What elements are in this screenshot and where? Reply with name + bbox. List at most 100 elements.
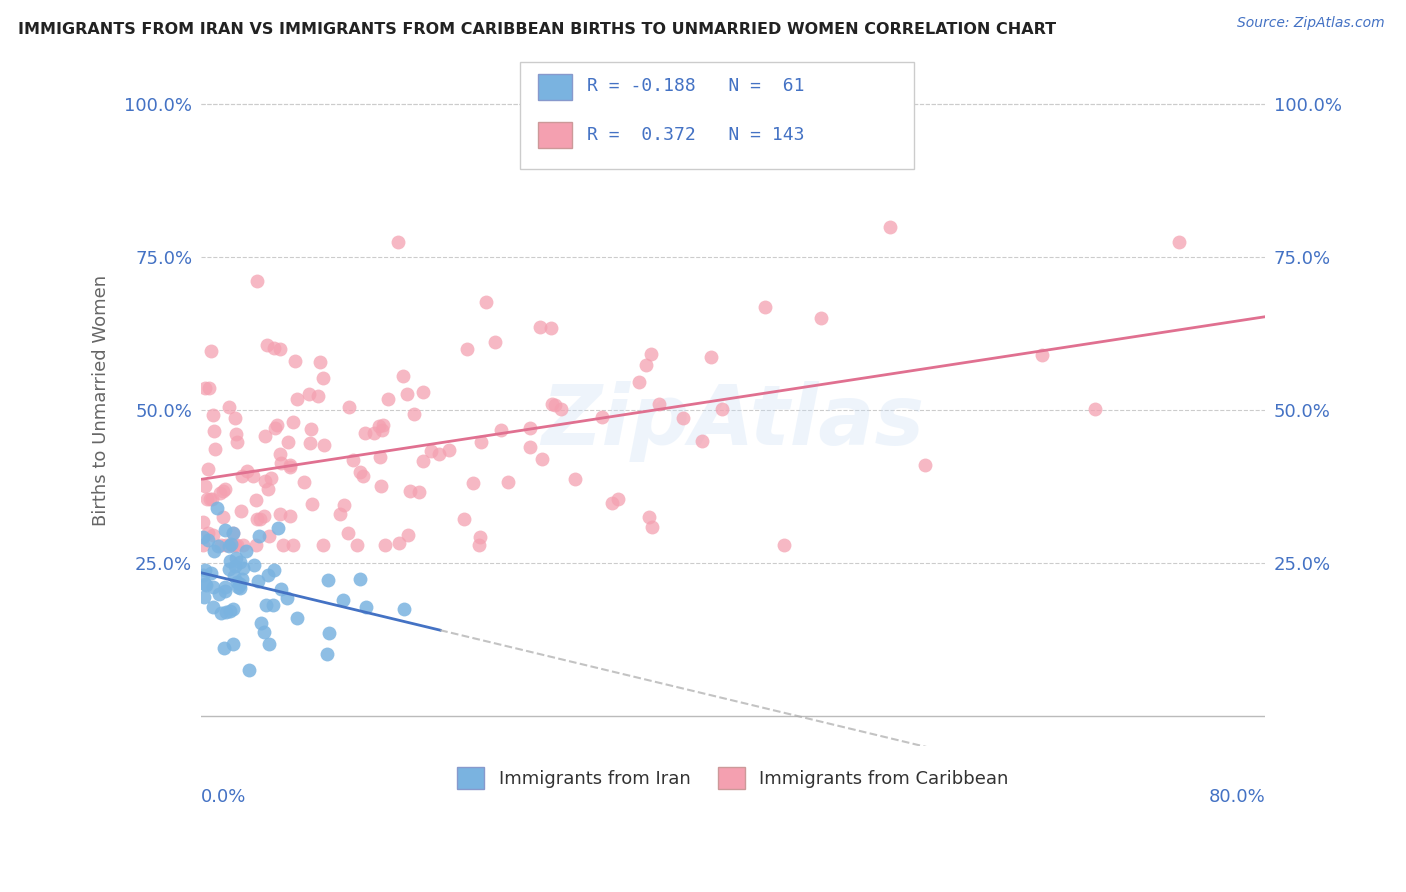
Point bbox=[208, 486, 231, 500]
Point bbox=[648, 397, 671, 411]
Point bbox=[204, 544, 226, 558]
Point bbox=[388, 536, 411, 550]
Point bbox=[202, 600, 225, 615]
Text: 80.0%: 80.0% bbox=[1209, 788, 1265, 805]
Point bbox=[249, 528, 271, 542]
Point bbox=[218, 562, 240, 576]
Point bbox=[224, 411, 246, 425]
Point bbox=[349, 572, 371, 586]
Point bbox=[229, 555, 252, 569]
Point bbox=[391, 368, 413, 383]
Point bbox=[408, 484, 430, 499]
Point bbox=[284, 354, 307, 368]
Point bbox=[519, 440, 541, 454]
Point bbox=[193, 568, 215, 582]
Point bbox=[641, 520, 664, 534]
Point bbox=[591, 410, 613, 425]
Point bbox=[224, 558, 246, 573]
Point bbox=[463, 475, 485, 490]
Point bbox=[225, 537, 247, 551]
Point bbox=[314, 437, 336, 451]
Point bbox=[470, 435, 492, 450]
Point bbox=[278, 458, 301, 472]
Point bbox=[287, 611, 309, 625]
Point bbox=[354, 600, 377, 615]
Point bbox=[277, 434, 299, 449]
Point bbox=[292, 475, 315, 489]
Point bbox=[530, 452, 553, 467]
Point bbox=[232, 560, 254, 574]
Point bbox=[529, 319, 551, 334]
Point bbox=[201, 528, 224, 542]
Point bbox=[195, 492, 218, 507]
Point bbox=[225, 551, 247, 566]
Point bbox=[363, 425, 385, 440]
Point bbox=[257, 529, 280, 543]
Point bbox=[392, 602, 415, 616]
Point bbox=[374, 537, 396, 551]
Point bbox=[212, 509, 235, 524]
Point bbox=[773, 537, 796, 551]
Point bbox=[235, 464, 257, 478]
Text: R = -0.188   N =  61: R = -0.188 N = 61 bbox=[588, 78, 804, 95]
FancyBboxPatch shape bbox=[520, 62, 914, 169]
Point bbox=[700, 350, 723, 364]
Point bbox=[225, 427, 247, 442]
Point bbox=[519, 420, 541, 434]
Point bbox=[437, 442, 460, 457]
Point bbox=[238, 663, 260, 677]
Point bbox=[250, 615, 273, 630]
Point bbox=[242, 468, 264, 483]
Point bbox=[229, 581, 252, 595]
Point bbox=[299, 422, 322, 436]
Point bbox=[387, 235, 409, 249]
Point bbox=[349, 465, 371, 479]
Point bbox=[221, 638, 243, 652]
Point bbox=[246, 274, 269, 288]
Point bbox=[263, 562, 285, 576]
Point bbox=[342, 453, 364, 467]
Point bbox=[269, 342, 291, 356]
Point bbox=[205, 501, 228, 516]
Text: 0.0%: 0.0% bbox=[201, 788, 246, 805]
Point bbox=[218, 401, 240, 415]
Point bbox=[263, 341, 285, 355]
Point bbox=[226, 435, 249, 450]
Point bbox=[194, 578, 217, 592]
Point bbox=[197, 525, 219, 540]
Point bbox=[218, 604, 240, 618]
Point bbox=[209, 606, 232, 620]
Point bbox=[257, 637, 280, 651]
Point bbox=[354, 426, 377, 441]
Point bbox=[634, 358, 657, 372]
Point bbox=[810, 311, 832, 326]
Point bbox=[475, 295, 498, 310]
Point bbox=[253, 624, 276, 639]
Point bbox=[312, 370, 335, 384]
Point bbox=[412, 384, 434, 399]
Point bbox=[221, 601, 243, 615]
Point bbox=[253, 509, 276, 524]
Point bbox=[193, 591, 215, 605]
Text: ZipAtlas: ZipAtlas bbox=[541, 381, 925, 462]
Point bbox=[197, 533, 219, 547]
Point bbox=[202, 408, 225, 422]
Point bbox=[309, 355, 332, 369]
Point bbox=[628, 375, 651, 389]
Text: IMMIGRANTS FROM IRAN VS IMMIGRANTS FROM CARIBBEAN BIRTHS TO UNMARRIED WOMEN CORR: IMMIGRANTS FROM IRAN VS IMMIGRANTS FROM … bbox=[18, 22, 1056, 37]
Point bbox=[260, 471, 283, 485]
Point bbox=[427, 447, 450, 461]
Point bbox=[544, 399, 567, 413]
Point bbox=[399, 484, 422, 499]
Point bbox=[246, 574, 269, 588]
Point bbox=[269, 447, 291, 461]
Point bbox=[352, 469, 374, 483]
Point bbox=[711, 402, 734, 417]
Point bbox=[298, 387, 321, 401]
Point bbox=[245, 537, 267, 551]
Point bbox=[226, 575, 249, 590]
Point bbox=[224, 537, 246, 551]
Point bbox=[266, 417, 288, 432]
Point bbox=[219, 537, 242, 551]
Point bbox=[484, 335, 506, 350]
